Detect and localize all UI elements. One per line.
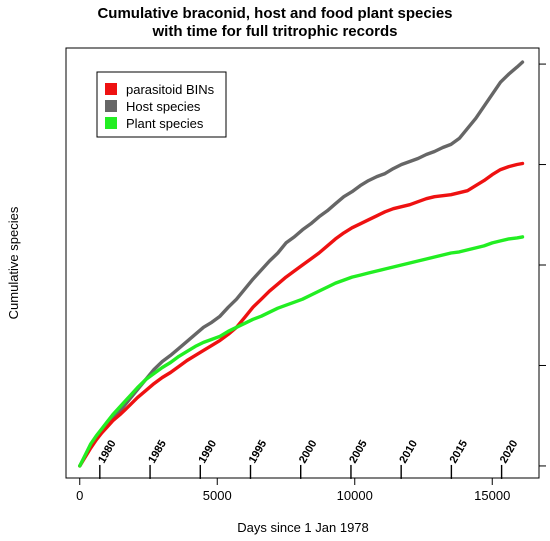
year-marker-label: 2020: [498, 438, 521, 465]
y-tick-label: 500: [547, 355, 550, 377]
legend-box: [96, 71, 227, 138]
legend-items: parasitoid BINs Host species Plant species: [105, 82, 215, 131]
x-tick-label: 10000: [337, 488, 373, 503]
year-marker-label: 2010: [397, 438, 420, 465]
y-tick-label: 2000: [547, 50, 550, 79]
y-axis-label: Cumulative species: [6, 206, 21, 319]
legend-swatch: [105, 83, 117, 95]
year-marker-label: 2015: [448, 438, 471, 465]
x-tick-label: 5000: [203, 488, 232, 503]
x-tick-label: 0: [76, 488, 83, 503]
legend-label: Plant species: [126, 116, 204, 131]
legend-label: parasitoid BINs: [126, 82, 215, 97]
legend-label: Host species: [126, 99, 201, 114]
year-marker-label: 1995: [247, 438, 270, 465]
chart-title-line-1: Cumulative braconid, host and food plant…: [97, 5, 452, 22]
year-marker-label: 1990: [196, 438, 219, 465]
year-marker-label: 2005: [347, 438, 370, 465]
x-tick-label: 15000: [474, 488, 510, 503]
legend-swatch: [105, 100, 117, 112]
y-tick-label: 1000: [547, 251, 550, 280]
series-line: [78, 161, 525, 468]
year-marker-label: 1980: [96, 438, 119, 465]
series-lines: [78, 60, 525, 468]
y-axis: 0 500 1000 1500 2000: [538, 50, 550, 470]
year-markers: 1980 1985 1990 1995 2000 2005 2010 2015 2020: [96, 438, 520, 479]
legend-swatch: [105, 117, 117, 129]
x-axis-label: Days since 1 Jan 1978: [237, 520, 369, 535]
year-marker-label: 2000: [297, 438, 320, 465]
legend: parasitoid BINs Host species Plant species: [96, 71, 227, 138]
series-line: [78, 235, 525, 468]
y-tick-label: 1500: [547, 150, 550, 179]
x-axis: 0 5000 10000 15000: [76, 477, 510, 503]
y-tick-label: 0: [547, 462, 550, 469]
chart-title-line-2: with time for full tritrophic records: [151, 23, 397, 40]
year-marker-label: 1985: [146, 438, 169, 465]
